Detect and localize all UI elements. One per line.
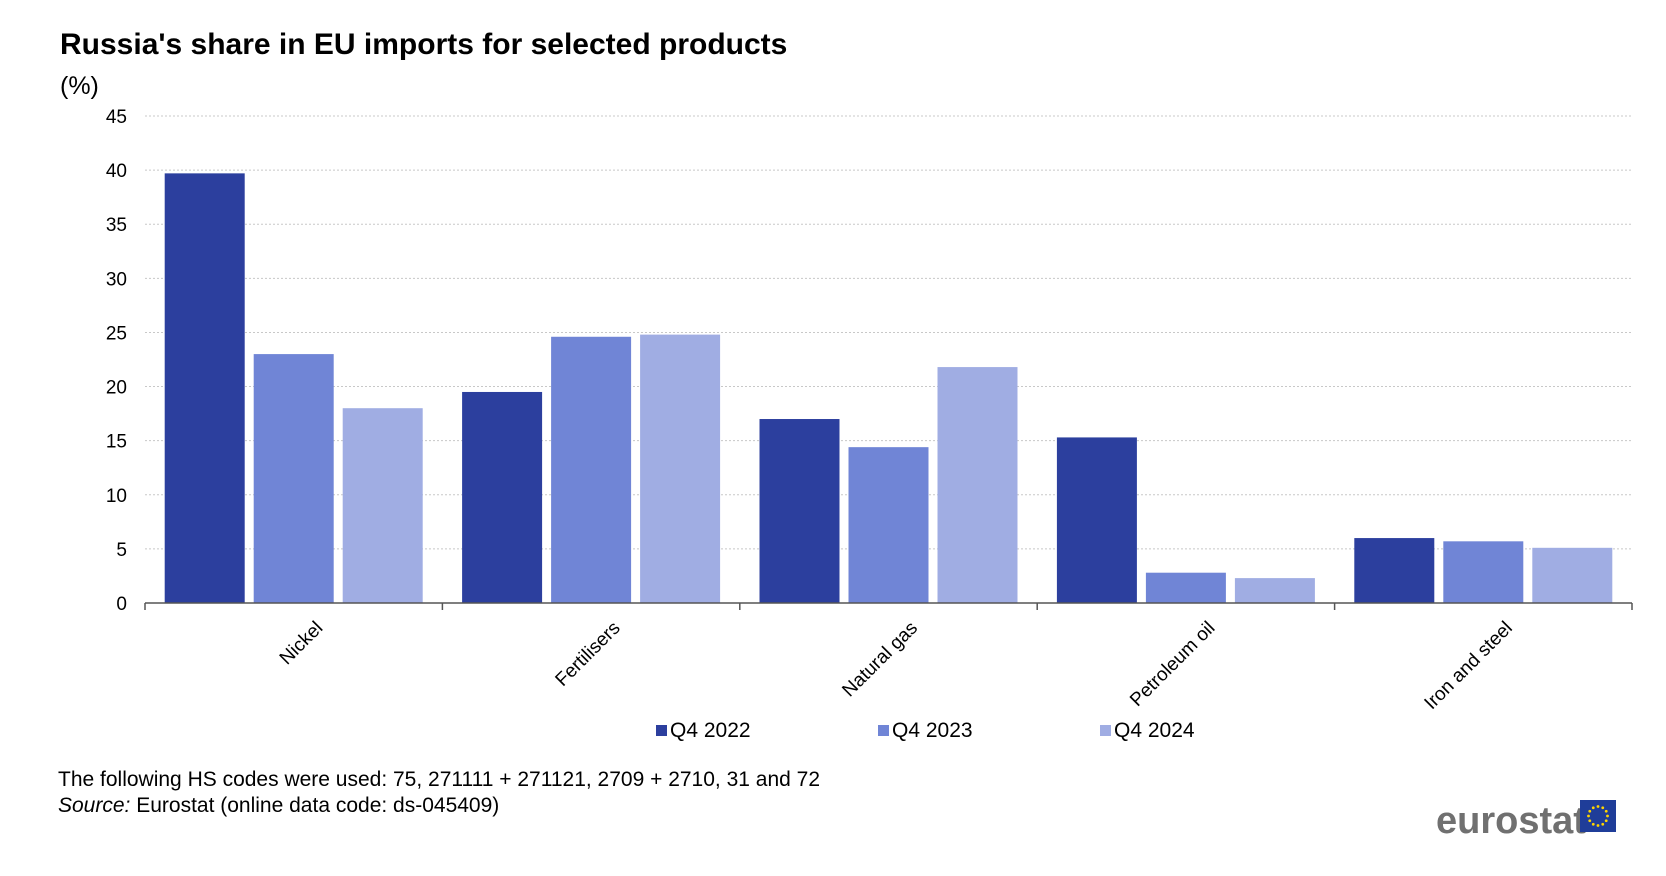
legend: Q4 2022 Q4 2023 Q4 2024 — [656, 719, 1195, 742]
eu-star — [1591, 822, 1595, 826]
y-tick-label: 30 — [106, 269, 127, 290]
legend-swatch — [878, 725, 889, 736]
legend-label: Q4 2024 — [1114, 719, 1195, 742]
footnote-hs-codes: The following HS codes were used: 75, 27… — [58, 768, 820, 791]
category-labels: Nickel Fertilisers Natural gas Petroleum oi… — [276, 618, 1517, 714]
bar-iron-and-steel-1 — [1443, 541, 1524, 603]
eu-star — [1596, 824, 1600, 827]
eu-star — [1601, 806, 1605, 810]
bar-natural-gas-1 — [848, 447, 929, 603]
eu-flag-icon — [1580, 800, 1616, 832]
y-axis-ticks: 0 5 10 15 20 25 30 35 40 45 — [106, 107, 127, 615]
bar-fertilisers-0 — [462, 391, 543, 603]
eu-star — [1606, 814, 1609, 818]
eu-star — [1596, 805, 1600, 808]
legend-label: Q4 2022 — [670, 719, 751, 742]
bars — [164, 173, 1613, 603]
bar-petroleum-oil-2 — [1234, 578, 1315, 603]
category-label: Nickel — [276, 618, 327, 669]
legend-label: Q4 2023 — [892, 719, 973, 742]
y-tick-label: 40 — [106, 161, 127, 182]
y-tick-label: 45 — [106, 107, 127, 128]
category-label: Fertilisers — [552, 618, 625, 691]
eu-star — [1588, 809, 1592, 813]
bar-petroleum-oil-0 — [1056, 437, 1137, 603]
eurostat-logo: eurostat — [1436, 800, 1616, 842]
y-unit-label: (%) — [60, 72, 99, 100]
eu-star — [1587, 814, 1590, 818]
chart-title: Russia's share in EU imports for selecte… — [60, 28, 787, 61]
y-tick-label: 25 — [106, 323, 127, 344]
y-tick-label: 15 — [106, 432, 127, 453]
bar-fertilisers-2 — [640, 334, 721, 603]
bar-natural-gas-2 — [937, 367, 1018, 603]
legend-swatch — [1100, 725, 1111, 736]
source-text: Eurostat (online data code: ds-045409) — [130, 794, 499, 817]
y-tick-label: 0 — [116, 594, 127, 615]
eu-stars-icon — [1587, 805, 1609, 827]
legend-swatch — [656, 725, 667, 736]
category-label: Petroleum oil — [1126, 618, 1219, 711]
eu-star — [1588, 819, 1592, 823]
y-tick-label: 35 — [106, 215, 127, 236]
bar-nickel-1 — [253, 354, 334, 603]
bar-iron-and-steel-0 — [1354, 538, 1435, 603]
category-label: Iron and steel — [1421, 618, 1517, 714]
eu-star — [1604, 809, 1608, 813]
category-label: Natural gas — [838, 618, 922, 702]
bar-natural-gas-0 — [759, 419, 840, 603]
eu-star — [1604, 819, 1608, 823]
y-tick-label: 20 — [106, 378, 127, 399]
eu-star — [1591, 806, 1595, 810]
bar-nickel-2 — [342, 408, 423, 603]
eu-star — [1601, 822, 1605, 826]
bar-fertilisers-1 — [551, 336, 632, 603]
bar-nickel-0 — [164, 173, 245, 603]
source-label: Source: — [58, 794, 130, 817]
footnote-source: Source: Eurostat (online data code: ds-0… — [58, 794, 499, 817]
logo-wordmark: eurostat — [1436, 800, 1586, 842]
y-tick-label: 10 — [106, 486, 127, 507]
x-axis — [144, 602, 1633, 610]
bar-petroleum-oil-1 — [1145, 572, 1226, 603]
bar-iron-and-steel-2 — [1532, 547, 1613, 603]
y-tick-label: 5 — [116, 540, 127, 561]
